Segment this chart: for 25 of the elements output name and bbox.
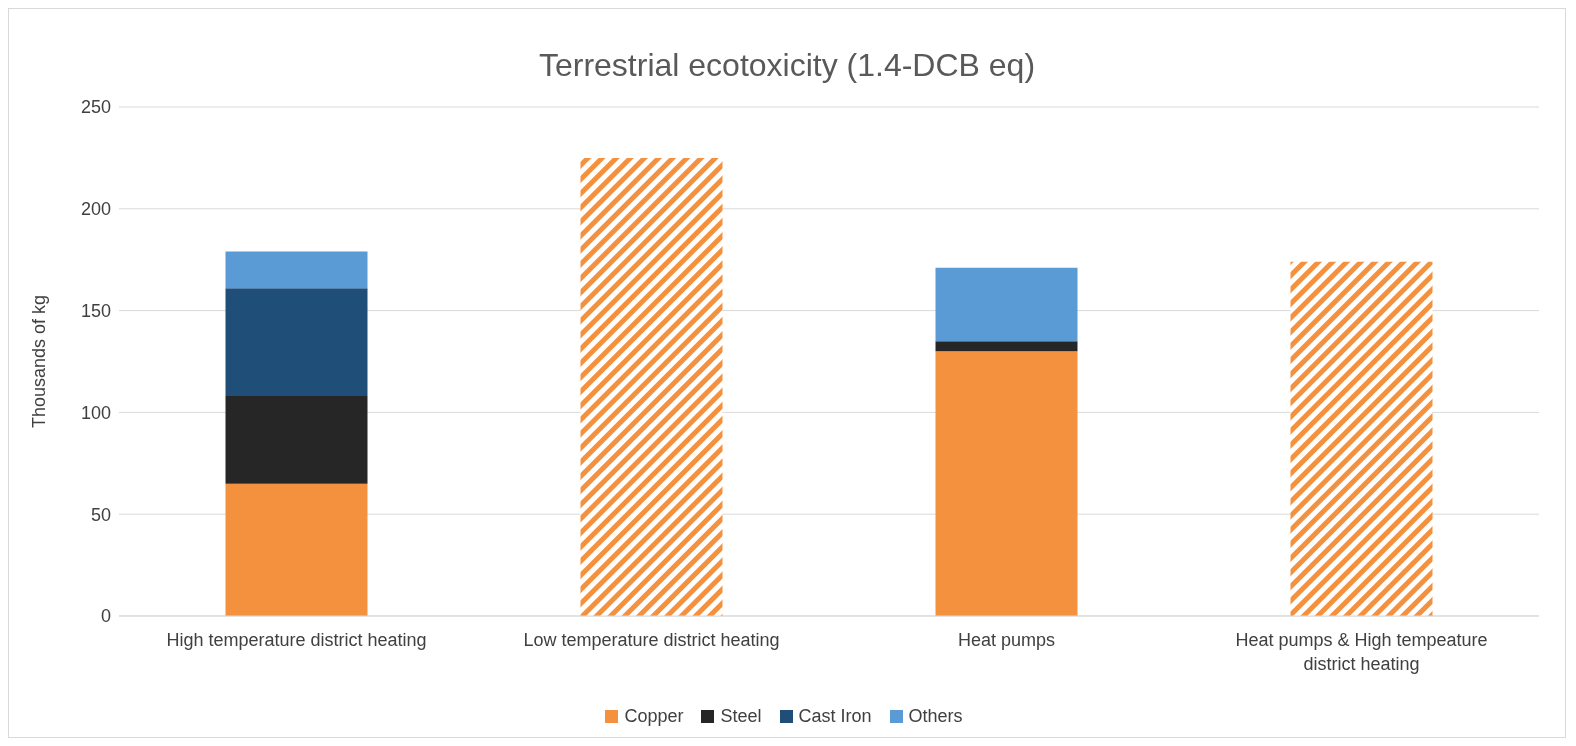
x-tick-label: High temperature district heating xyxy=(166,630,427,650)
bar xyxy=(225,288,368,397)
y-axis-title: Thousands of kg xyxy=(29,294,50,429)
bar xyxy=(935,267,1078,342)
y-tick-label: 200 xyxy=(80,199,111,220)
x-tick-label: Low temperature district heating xyxy=(523,630,780,650)
bar xyxy=(225,396,368,484)
legend-label: Steel xyxy=(720,706,762,727)
bar xyxy=(225,483,368,616)
bar xyxy=(580,157,723,616)
y-tick-label: 250 xyxy=(80,97,111,118)
legend-label: Cast Iron xyxy=(798,706,872,727)
x-tick-label: Heat pumps & High tempeature district heating xyxy=(1235,630,1488,674)
y-tick-label: 100 xyxy=(80,402,111,423)
bar xyxy=(1290,261,1433,616)
legend-label: Others xyxy=(908,706,963,727)
bar xyxy=(935,351,1078,616)
chart-title: Terrestrial ecotoxicity (1.4-DCB eq) xyxy=(537,46,1037,85)
y-tick-label: 150 xyxy=(80,300,111,321)
y-tick-label: 0 xyxy=(100,606,111,627)
y-tick-label: 50 xyxy=(90,504,111,525)
legend-label: Copper xyxy=(624,706,684,727)
x-tick-label: Heat pumps xyxy=(957,630,1056,650)
bar xyxy=(225,251,368,289)
bar xyxy=(935,341,1078,352)
